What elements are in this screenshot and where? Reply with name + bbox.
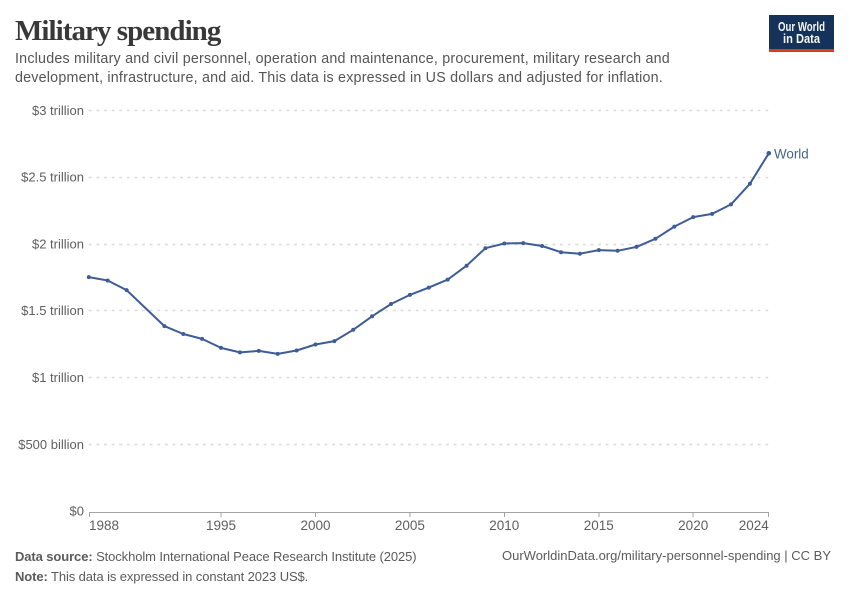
svg-text:1988: 1988 [89, 518, 119, 533]
svg-text:2020: 2020 [678, 518, 708, 533]
svg-text:$2 trillion: $2 trillion [32, 236, 84, 251]
svg-text:$1.5 trillion: $1.5 trillion [21, 303, 84, 318]
svg-text:$1 trillion: $1 trillion [32, 370, 84, 385]
svg-text:2024: 2024 [739, 518, 770, 533]
svg-text:$2.5 trillion: $2.5 trillion [21, 170, 84, 185]
svg-text:2010: 2010 [489, 518, 519, 533]
svg-text:2005: 2005 [395, 518, 425, 533]
svg-text:$500 billion: $500 billion [18, 437, 84, 452]
svg-text:$0: $0 [70, 504, 84, 519]
svg-text:World: World [774, 146, 809, 161]
svg-text:$3 trillion: $3 trillion [32, 103, 84, 118]
svg-text:Our World: Our World [778, 19, 825, 34]
svg-text:in Data: in Data [783, 31, 821, 46]
svg-text:2000: 2000 [300, 518, 330, 533]
svg-text:1995: 1995 [206, 518, 236, 533]
svg-text:2015: 2015 [584, 518, 614, 533]
